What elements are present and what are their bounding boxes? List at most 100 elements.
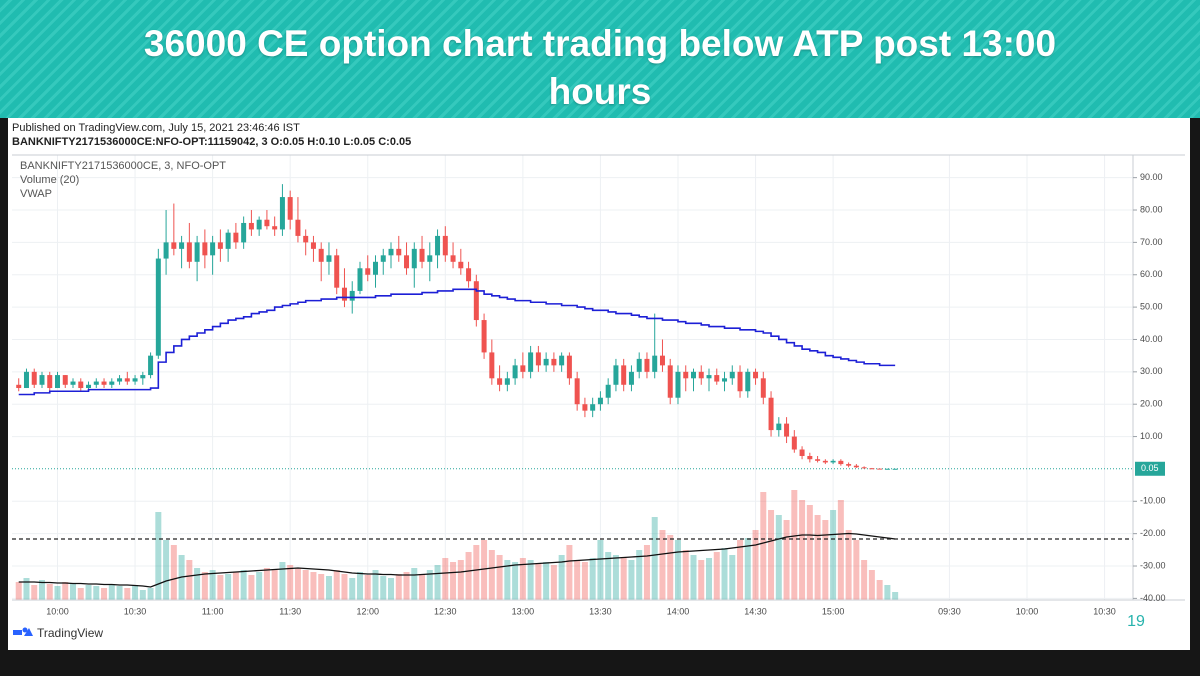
volume-bar xyxy=(364,575,371,600)
candle-body xyxy=(605,384,611,398)
volume-bar xyxy=(496,555,503,600)
volume-bar xyxy=(744,538,751,600)
y-tick-label: 70.00 xyxy=(1140,237,1163,247)
candle-body xyxy=(186,242,192,262)
candle-body xyxy=(404,255,410,269)
volume-bar xyxy=(93,586,100,600)
volume-bar xyxy=(194,568,201,600)
candle-body xyxy=(846,464,852,466)
legend-volume: Volume (20) xyxy=(20,174,79,186)
volume-bar xyxy=(628,560,635,600)
x-tick-label: 11:30 xyxy=(279,606,301,616)
candle-body xyxy=(365,268,371,275)
volume-bar xyxy=(830,510,837,600)
candle-body xyxy=(256,219,262,230)
volume-bar xyxy=(132,585,139,600)
candle-body xyxy=(318,248,324,262)
volume-bar xyxy=(574,560,581,600)
candle-body xyxy=(16,384,22,389)
candle-body xyxy=(628,371,634,385)
candle-body xyxy=(683,371,689,379)
candle-body xyxy=(791,436,797,450)
candle-body xyxy=(551,358,557,366)
candle-body xyxy=(303,235,309,243)
volume-bar xyxy=(473,545,480,600)
candle-body xyxy=(233,232,239,243)
candle-body xyxy=(884,468,890,470)
volume-bar xyxy=(543,562,550,600)
candle-body xyxy=(535,352,541,366)
candle-body xyxy=(225,232,231,249)
volume-bar xyxy=(768,510,775,600)
candle-body xyxy=(582,404,588,411)
candle-body xyxy=(667,365,673,398)
legend-vwap: VWAP xyxy=(20,188,52,200)
candle-body xyxy=(55,375,61,389)
volume-bar xyxy=(318,574,325,600)
volume-bar xyxy=(643,545,650,600)
chart-panel xyxy=(8,118,1190,650)
candle-body xyxy=(435,235,441,256)
last-price-tag xyxy=(1135,461,1165,476)
volume-bar xyxy=(558,555,565,600)
volume-bar xyxy=(341,574,348,600)
legend-symbol: BANKNIFTY2171536000CE, 3, NFO-OPT xyxy=(20,160,226,172)
volume-bar xyxy=(46,584,53,600)
candle-body xyxy=(830,460,836,463)
slide-title: 36000 CE option chart trading below ATP … xyxy=(143,23,1057,112)
candle-body xyxy=(597,397,603,405)
candle-body xyxy=(799,449,805,456)
candle-body xyxy=(155,258,161,356)
volume-bar xyxy=(550,565,557,600)
volume-bar xyxy=(806,505,813,600)
candle-body xyxy=(210,242,216,256)
candle-body xyxy=(473,281,479,321)
volume-bar xyxy=(209,570,216,600)
volume-bar xyxy=(170,545,177,600)
volume-bar xyxy=(775,515,782,600)
y-tick-label: 90.00 xyxy=(1140,172,1163,182)
volume-bar xyxy=(892,592,899,600)
volume-bar xyxy=(737,540,744,600)
x-tick-label: 09:30 xyxy=(938,606,961,616)
candle-body xyxy=(784,423,790,437)
volume-bar xyxy=(442,558,449,600)
volume-bar xyxy=(279,562,286,600)
candle-body xyxy=(39,375,45,385)
candle-body xyxy=(869,468,875,470)
candle-body xyxy=(489,352,495,379)
volume-bar xyxy=(853,540,860,600)
page-number: 19 xyxy=(1127,613,1145,630)
volume-bar xyxy=(232,572,239,600)
y-tick-label: -10.00 xyxy=(1140,496,1166,506)
candle-body xyxy=(706,375,712,379)
logo-icon xyxy=(22,627,28,633)
candle-body xyxy=(574,378,580,405)
candle-body xyxy=(458,261,464,269)
candle-body xyxy=(877,468,883,470)
volume-bar xyxy=(597,540,604,600)
y-tick-label: 40.00 xyxy=(1140,334,1163,344)
candle-body xyxy=(450,255,456,262)
volume-bar xyxy=(822,520,829,600)
volume-bar xyxy=(201,572,208,600)
candle-body xyxy=(807,455,813,460)
volume-bar xyxy=(271,570,278,600)
candle-body xyxy=(722,378,728,382)
volume-bar xyxy=(54,586,61,600)
candle-body xyxy=(47,375,53,389)
candle-body xyxy=(86,384,92,389)
volume-bar xyxy=(31,585,38,600)
candle-body xyxy=(117,378,123,382)
y-tick-label: 30.00 xyxy=(1140,366,1163,376)
candle-body xyxy=(179,242,185,249)
y-tick-label: -40.00 xyxy=(1140,593,1166,603)
candle-body xyxy=(504,378,510,385)
candle-body xyxy=(241,222,247,243)
candle-body xyxy=(109,381,115,385)
volume-bar xyxy=(845,530,852,600)
x-tick-label: 10:00 xyxy=(46,606,69,616)
candle-body xyxy=(396,248,402,256)
volume-bar xyxy=(667,535,674,600)
volume-bar xyxy=(566,545,573,600)
